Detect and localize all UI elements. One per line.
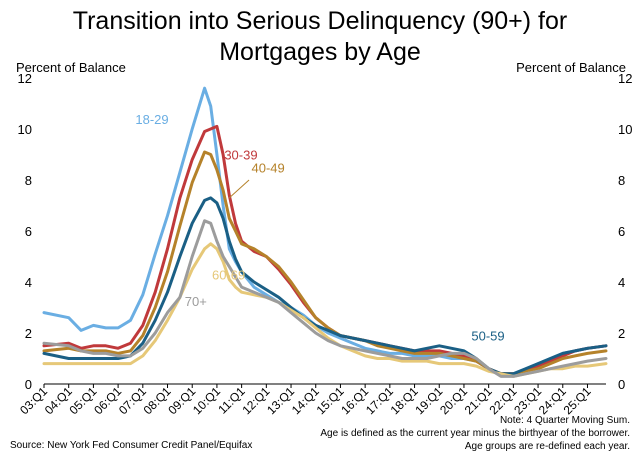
series-line-18-29 xyxy=(42,86,608,376)
y-tick-label-left: 8 xyxy=(25,173,32,188)
y-tick-label-right: 10 xyxy=(618,122,632,137)
y-tick-label-right: 8 xyxy=(618,173,625,188)
note-line-3: Age groups are re-defined each year. xyxy=(464,441,630,452)
y-tick-label-left: 0 xyxy=(25,377,32,392)
left-axis-title: Percent of Balance xyxy=(16,60,126,75)
series-line-40-49 xyxy=(42,150,608,376)
series-label-leader-40-49 xyxy=(228,179,250,199)
series-label-50-59: 50-59 xyxy=(471,329,504,344)
y-tick-label-right: 2 xyxy=(618,326,625,341)
series-label-30-39: 30-39 xyxy=(224,148,257,163)
y-tick-label-left: 6 xyxy=(25,224,32,239)
chart-title: Transition into Serious Delinquency (90+… xyxy=(0,6,640,68)
series-line-50-59 xyxy=(42,196,608,376)
note-line-1: Note: 4 Quarter Moving Sum. xyxy=(499,415,630,426)
y-tick-label-right: 0 xyxy=(618,377,625,392)
y-tick-label-right: 12 xyxy=(618,71,632,86)
series-label-60-69: 60-69 xyxy=(212,267,245,282)
source-note: Source: New York Fed Consumer Credit Pan… xyxy=(10,440,253,451)
note-line-2: Age is defined as the current year minus… xyxy=(320,428,630,439)
chart-title-line-1: Transition into Serious Delinquency (90+… xyxy=(72,7,568,35)
y-tick-label-right: 4 xyxy=(618,275,625,290)
series-line-70+ xyxy=(42,219,608,378)
chart-title-line-2: Mortgages by Age xyxy=(219,38,421,66)
series-label-40-49: 40-49 xyxy=(252,160,285,175)
right-axis-title: Percent of Balance xyxy=(516,60,626,75)
y-tick-label-left: 10 xyxy=(18,122,32,137)
chart-notes: Note: 4 Quarter Moving Sum. Age is defin… xyxy=(320,414,630,453)
series-label-70+: 70+ xyxy=(185,294,207,309)
series-label-18-29: 18-29 xyxy=(135,112,168,127)
x-tick-label: 25:Q1 xyxy=(561,384,594,417)
y-tick-label-left: 2 xyxy=(25,326,32,341)
y-tick-label-left: 4 xyxy=(25,275,32,290)
x-tick-label: 10:Q1 xyxy=(190,384,223,417)
y-tick-label-right: 6 xyxy=(618,224,625,239)
y-tick-label-left: 12 xyxy=(18,71,32,86)
series-line-60-69 xyxy=(42,242,608,378)
